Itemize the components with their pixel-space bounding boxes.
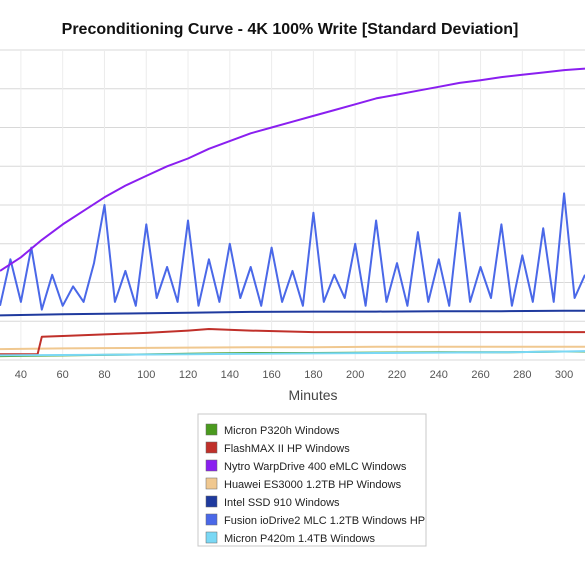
series-line	[0, 67, 585, 272]
legend-entry: Fusion ioDrive2 MLC 1.2TB Windows HP	[224, 515, 425, 527]
x-tick-label: 200	[346, 369, 364, 381]
legend-swatch	[205, 531, 218, 544]
chart-title: Preconditioning Curve - 4K 100% Write [S…	[62, 21, 519, 38]
x-tick-label: 260	[471, 369, 489, 381]
x-tick-label: 240	[430, 369, 448, 381]
x-tick-label: 60	[57, 369, 69, 381]
x-tick-label: 100	[137, 369, 155, 381]
legend-swatch	[205, 423, 218, 436]
x-tick-label: 220	[388, 369, 406, 381]
x-tick-label: 80	[98, 369, 110, 381]
x-tick-labels: 40 60 80 100 120 140 160 180 200 220 240 260 280 300	[15, 369, 574, 381]
legend-entry: Nytro WarpDrive 400 eMLC Windows	[224, 461, 407, 473]
legend-swatch	[205, 459, 218, 472]
series-lines	[0, 67, 585, 358]
series-line	[0, 192, 585, 311]
legend-swatch	[205, 477, 218, 490]
legend-swatch	[205, 441, 218, 454]
x-tick-label: 140	[221, 369, 239, 381]
x-tick-label: 160	[262, 369, 280, 381]
x-tick-label: 180	[304, 369, 322, 381]
legend-swatch	[205, 495, 218, 508]
series-line	[0, 350, 585, 357]
series-line	[0, 345, 585, 351]
legend-entry: Huawei ES3000 1.2TB HP Windows	[224, 479, 402, 491]
series-line	[0, 309, 585, 317]
legend-entry: FlashMAX II HP Windows	[224, 443, 350, 455]
legend: Micron P320h Windows FlashMAX II HP Windo…	[197, 413, 427, 547]
legend-entry: Micron P420m 1.4TB Windows	[224, 533, 375, 545]
legend-box	[197, 413, 427, 547]
x-tick-label: 300	[555, 369, 573, 381]
x-tick-label: 280	[513, 369, 531, 381]
x-tick-label: 40	[15, 369, 27, 381]
legend-entry: Micron P320h Windows	[224, 425, 340, 437]
x-axis-label: Minutes	[288, 387, 337, 403]
legend-entry: Intel SSD 910 Windows	[224, 497, 340, 509]
x-tick-label: 120	[179, 369, 197, 381]
grid	[0, 49, 585, 361]
series-line	[0, 328, 585, 356]
legend-swatch	[205, 513, 218, 526]
